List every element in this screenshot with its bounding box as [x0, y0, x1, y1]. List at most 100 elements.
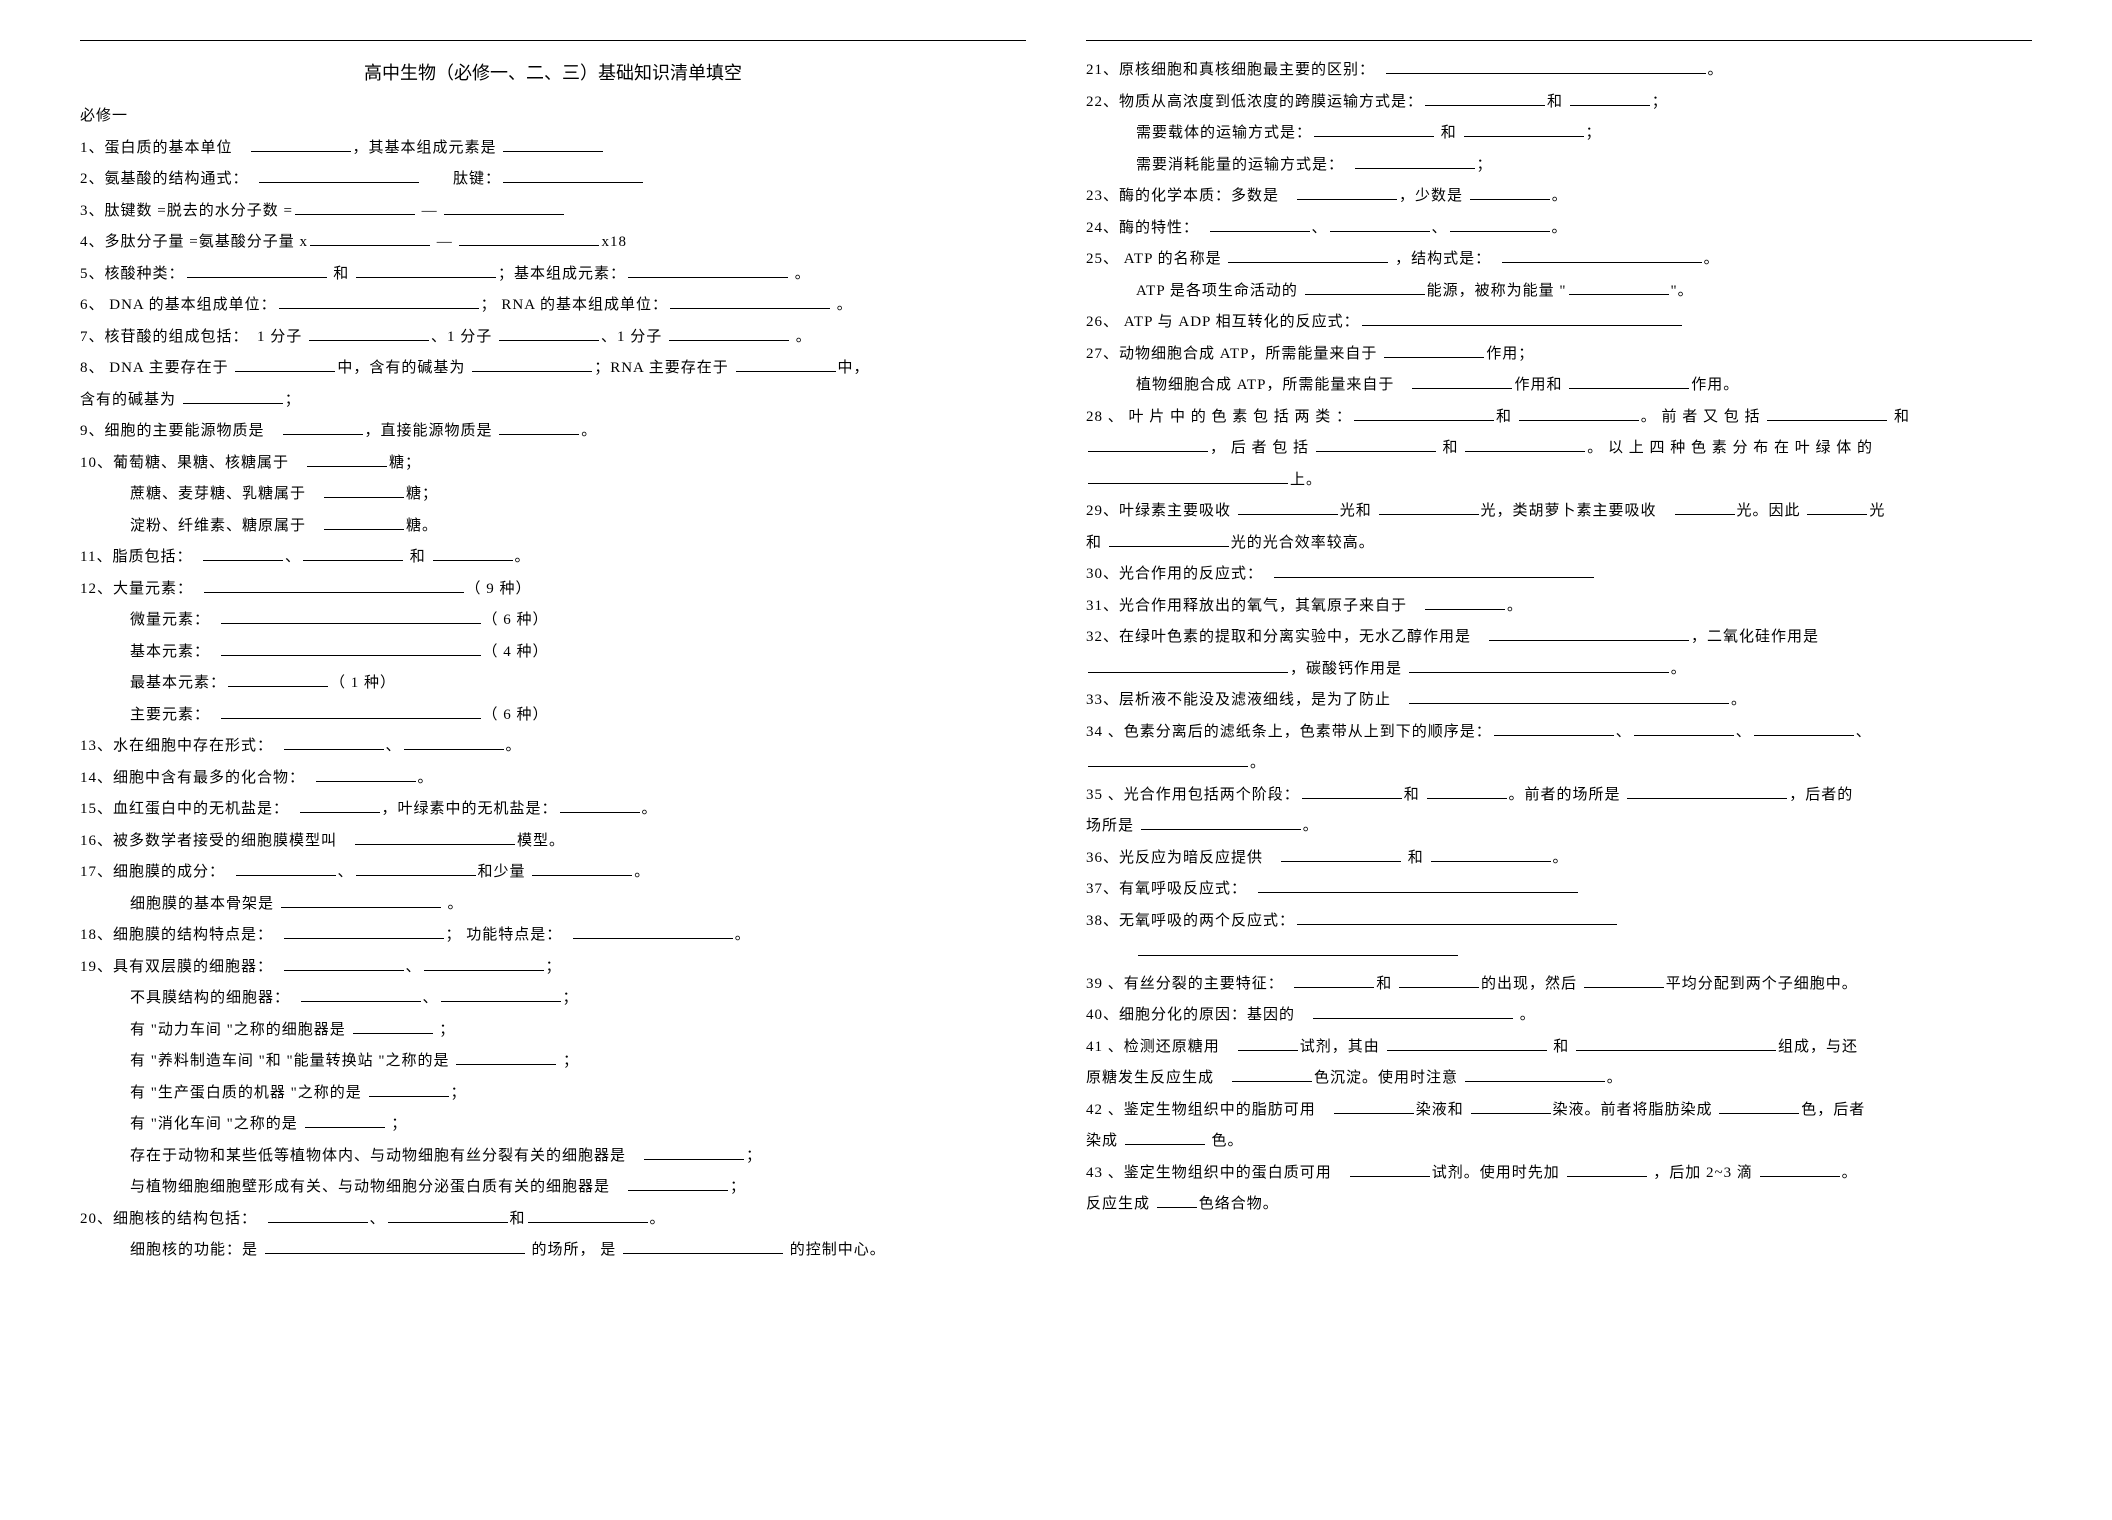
fill-blank — [355, 828, 515, 845]
question-text: 。 — [1607, 1070, 1623, 1086]
question-line: 38、无氧呼吸的两个反应式： — [1086, 907, 2032, 936]
fill-blank — [1471, 1097, 1551, 1114]
question-line: ATP 是各项生命活动的 能源，被称为能量 ""。 — [1086, 277, 2032, 306]
question-line: ，碳酸钙作用是 。 — [1086, 655, 2032, 684]
question-line: 26、 ATP 与 ADP 相互转化的反应式： — [1086, 308, 2032, 337]
fill-blank — [1425, 89, 1545, 106]
question-text: 、 — [386, 738, 402, 754]
question-line: 34 、色素分离后的滤纸条上，色素带从上到下的顺序是：、、、 — [1086, 718, 2032, 747]
question-text: ，叶绿素中的无机盐是： — [382, 801, 558, 817]
question-text: 。 — [832, 297, 853, 313]
question-number: 3 — [80, 203, 89, 219]
fill-blank — [1125, 1129, 1205, 1146]
question-text: 中，含有的碱基为 — [337, 360, 470, 376]
question-line: 11、脂质包括： 、 和 。 — [80, 543, 1026, 572]
question-line: 25、 ATP 的名称是 ，结构式是： 。 — [1086, 245, 2032, 274]
question-line: 22、物质从高浓度到低浓度的跨膜运输方式是：和 ； — [1086, 88, 2032, 117]
question-line: 23、酶的化学本质：多数是 ，少数是 。 — [1086, 182, 2032, 211]
question-text: 。 — [1552, 220, 1568, 236]
question-line: 14、细胞中含有最多的化合物： 。 — [80, 764, 1026, 793]
question-number: 2 — [80, 171, 89, 187]
question-number: 27 — [1086, 346, 1103, 362]
fill-blank — [1088, 467, 1288, 484]
fill-blank — [204, 576, 464, 593]
fill-blank — [236, 860, 336, 877]
question-text: ； — [435, 1022, 456, 1038]
question-text: 反应生成 — [1086, 1196, 1155, 1212]
question-text: 糖。 — [406, 518, 438, 534]
question-text: ，少数是 — [1399, 188, 1468, 204]
fill-blank — [1386, 58, 1706, 75]
fill-blank — [283, 419, 363, 436]
question-number: 37 — [1086, 881, 1103, 897]
question-text: ； — [746, 1148, 762, 1164]
question-line: 微量元素： （ 6 种） — [80, 606, 1026, 635]
fill-blank — [503, 167, 643, 184]
question-number: 32 — [1086, 629, 1103, 645]
fill-blank — [295, 198, 415, 215]
question-number: 8 — [80, 360, 89, 376]
question-text: 色，后者 — [1801, 1102, 1865, 1118]
question-text: 、大量元素： — [97, 581, 202, 597]
question-line: 20、细胞核的结构包括： 、和。 — [80, 1205, 1026, 1234]
question-number: 4 — [80, 234, 89, 250]
question-text: ，后加 2~3 滴 — [1649, 1165, 1758, 1181]
question-text: 、 DNA 主要存在于 — [89, 360, 234, 376]
question-line: 5、核酸种类： 和 ；基本组成元素： 。 — [80, 260, 1026, 289]
fill-blank — [279, 293, 479, 310]
question-line: 40、细胞分化的原因：基因的 。 — [1086, 1001, 2032, 1030]
fill-blank — [187, 261, 327, 278]
question-text: 、无氧呼吸的两个反应式： — [1103, 913, 1295, 929]
question-line — [1086, 938, 2032, 967]
question-text: 有 "生产蛋白质的机器 "之称的是 — [130, 1085, 367, 1101]
fill-blank — [1584, 971, 1664, 988]
question-number: 11 — [80, 549, 96, 565]
question-text: 。 — [1552, 188, 1568, 204]
question-text: （ 6 种） — [483, 612, 549, 628]
question-text: 、 — [338, 864, 354, 880]
question-text: 、细胞的主要能源物质是 — [89, 423, 281, 439]
fill-blank — [1427, 782, 1507, 799]
question-line: 细胞膜的基本骨架是 。 — [80, 890, 1026, 919]
fill-blank — [1232, 1066, 1312, 1083]
question-text: 、细胞膜的结构特点是： — [97, 927, 282, 943]
question-line: 3、肽键数 =脱去的水分子数 = — — [80, 197, 1026, 226]
question-text: 、酶的特性： — [1103, 220, 1208, 236]
question-text: ，后者的 — [1789, 787, 1853, 803]
question-line: 原糖发生反应生成 色沉淀。使用时注意 。 — [1086, 1064, 2032, 1093]
fill-blank — [1465, 1066, 1605, 1083]
fill-blank — [1314, 121, 1434, 138]
question-line: 最基本元素：（ 1 种） — [80, 669, 1026, 698]
question-text: 需要消耗能量的运输方式是： — [1136, 157, 1353, 173]
fill-blank — [1465, 436, 1585, 453]
question-text: 上。 — [1290, 472, 1322, 488]
fill-blank — [1567, 1160, 1647, 1177]
fill-blank — [1494, 719, 1614, 736]
fill-blank — [301, 986, 421, 1003]
fill-blank — [1354, 404, 1494, 421]
question-number: 39 — [1086, 976, 1103, 992]
question-text: ； — [1586, 125, 1602, 141]
fill-blank — [1274, 562, 1594, 579]
fill-blank — [736, 356, 836, 373]
question-line: 植物细胞合成 ATP，所需能量来自于 作用和 作用。 — [1086, 371, 2032, 400]
question-line: 24、酶的特性： 、、。 — [1086, 214, 2032, 243]
question-text: 、 DNA 的基本组成单位： — [89, 297, 277, 313]
question-text: 和少量 — [478, 864, 531, 880]
question-text: 。 — [1553, 850, 1569, 866]
question-line: 36、光反应为暗反应提供 和 。 — [1086, 844, 2032, 873]
fill-blank — [1489, 625, 1689, 642]
question-text: 。 — [790, 266, 811, 282]
fill-blank — [1362, 310, 1682, 327]
fill-blank — [1470, 184, 1550, 201]
question-line: 17、细胞膜的成分： 、和少量 。 — [80, 858, 1026, 887]
fill-blank — [307, 450, 387, 467]
question-text: 。 — [634, 864, 650, 880]
question-text: 细胞膜的基本骨架是 — [130, 896, 279, 912]
question-text: 糖； — [406, 486, 438, 502]
question-text: 主要元素： — [130, 707, 219, 723]
fill-blank — [1210, 215, 1310, 232]
question-line: 32、在绿叶色素的提取和分离实验中，无水乙醇作用是 ，二氧化硅作用是 — [1086, 623, 2032, 652]
question-number: 35 — [1086, 787, 1103, 803]
question-line: 13、水在细胞中存在形式： 、。 — [80, 732, 1026, 761]
